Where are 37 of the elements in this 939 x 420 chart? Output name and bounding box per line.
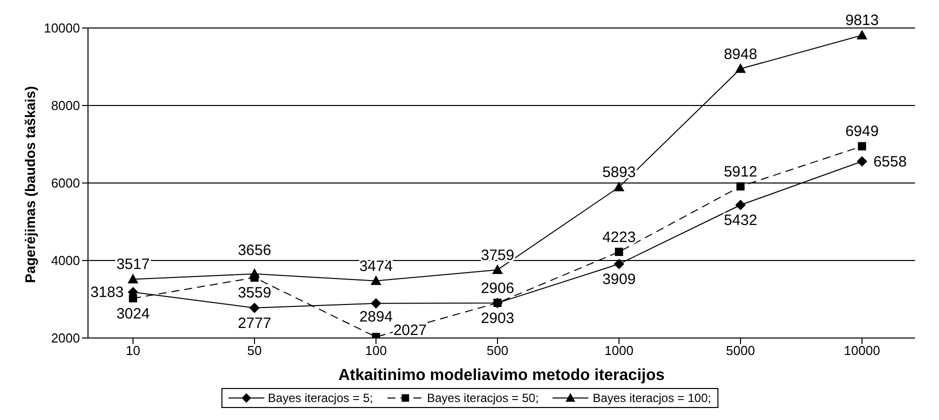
data-label: 5432 bbox=[724, 212, 758, 230]
data-label: 3559 bbox=[238, 284, 272, 302]
x-tick-label: 5000 bbox=[726, 343, 755, 358]
x-tick-label: 10000 bbox=[844, 343, 880, 358]
legend-label: Bayes iteracjos = 100; bbox=[592, 391, 712, 405]
y-tick-label: 4000 bbox=[51, 253, 80, 268]
data-label: 4223 bbox=[602, 228, 636, 246]
legend-label: Bayes iteracjos = 5; bbox=[268, 391, 373, 405]
x-axis-title: Atkaitinimo modeliavimo metodo iteracijos bbox=[338, 367, 665, 384]
x-tick-label: 1000 bbox=[604, 343, 634, 358]
x-tick-label: 100 bbox=[365, 343, 387, 358]
x-tick-label: 500 bbox=[486, 343, 508, 358]
y-tick-label: 2000 bbox=[51, 330, 80, 346]
data-label: 3024 bbox=[116, 305, 150, 322]
data-label: 5893 bbox=[602, 164, 636, 182]
data-label: 2894 bbox=[359, 308, 393, 326]
y-axis-title: Pagerėjimas (baudos taškais) bbox=[22, 86, 38, 283]
data-label: 3759 bbox=[480, 246, 514, 264]
data-label: 5912 bbox=[724, 163, 758, 180]
data-label: 2903 bbox=[480, 310, 514, 328]
data-label: 3909 bbox=[602, 271, 636, 288]
data-label: 6949 bbox=[845, 123, 879, 140]
data-label: 9813 bbox=[845, 12, 879, 30]
data-label: 6558 bbox=[873, 153, 907, 170]
data-label: 2777 bbox=[238, 314, 272, 332]
y-tick-label: 8000 bbox=[51, 98, 80, 114]
y-tick-label: 10000 bbox=[44, 20, 80, 36]
data-label: 2906 bbox=[480, 280, 514, 297]
x-tick-label: 50 bbox=[247, 343, 262, 358]
x-tick-label: 10 bbox=[126, 343, 140, 358]
data-label: 3656 bbox=[238, 242, 272, 259]
legend-label: Bayes iteracjos = 50; bbox=[426, 391, 539, 405]
data-label: 2027 bbox=[393, 322, 427, 339]
data-label: 3183 bbox=[90, 284, 124, 302]
y-tick-label: 6000 bbox=[51, 176, 80, 191]
data-label: 8948 bbox=[724, 46, 758, 63]
data-label: 3474 bbox=[359, 258, 393, 275]
